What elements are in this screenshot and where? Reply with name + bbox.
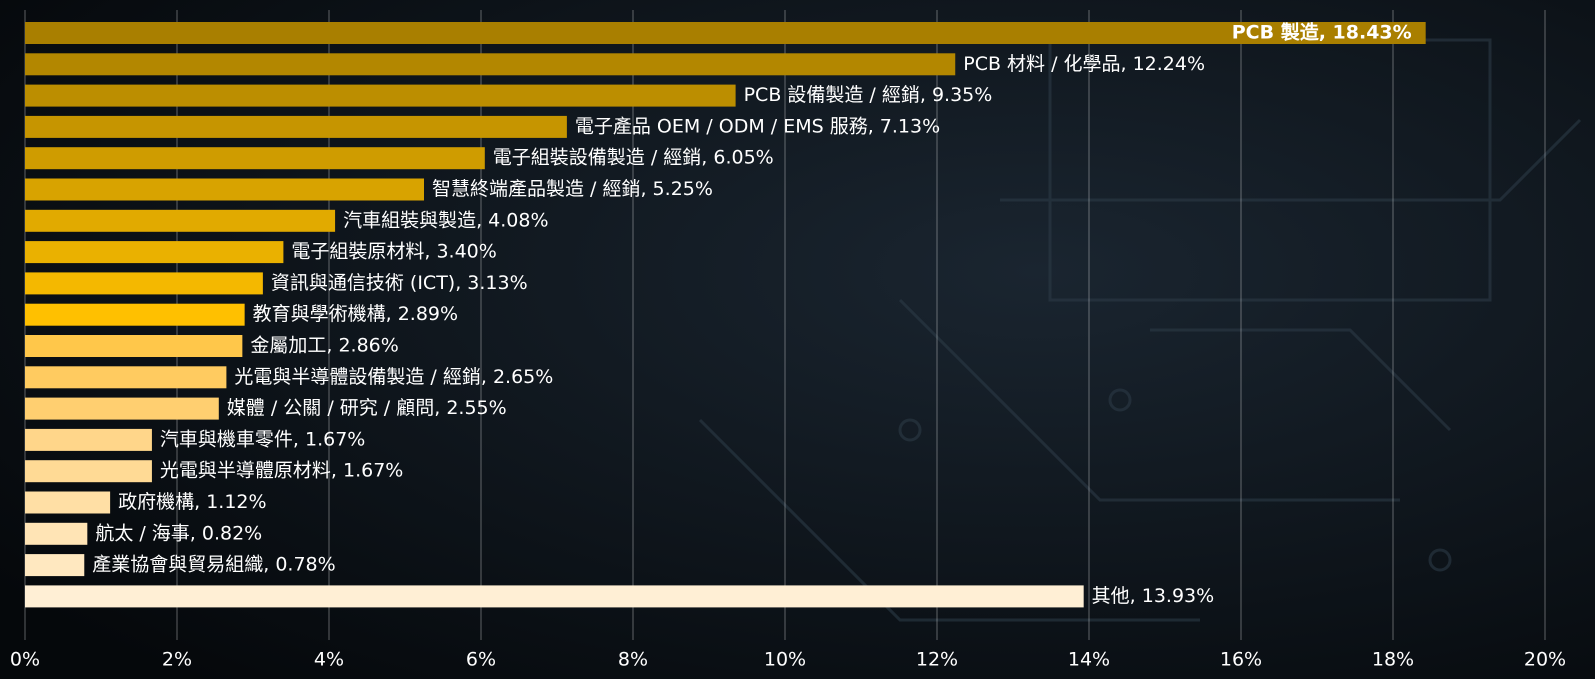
x-tick-label: 14% bbox=[1068, 649, 1110, 671]
data-label: 汽車組裝與製造, 4.08% bbox=[343, 209, 548, 231]
bar bbox=[25, 84, 736, 107]
data-label: 其他, 13.93% bbox=[1092, 585, 1215, 607]
bar bbox=[25, 241, 284, 264]
x-tick-label: 12% bbox=[916, 649, 958, 671]
bar bbox=[25, 335, 243, 357]
bar bbox=[25, 428, 152, 451]
data-label: 產業協會與貿易組織, 0.78% bbox=[92, 554, 335, 576]
data-label: PCB 製造, 18.43% bbox=[1232, 21, 1412, 44]
circuit-decoration bbox=[698, 38, 1582, 622]
data-label: 媒體 / 公關 / 研究 / 顧問, 2.55% bbox=[227, 397, 507, 419]
x-tick-label: 20% bbox=[1524, 649, 1566, 671]
bar bbox=[25, 366, 227, 389]
bar bbox=[25, 22, 1426, 44]
data-label: 教育與學術機構, 2.89% bbox=[253, 303, 458, 325]
x-tick-label: 18% bbox=[1372, 649, 1414, 671]
data-label: 金屬加工, 2.86% bbox=[250, 335, 398, 357]
x-tick-label: 0% bbox=[10, 649, 40, 671]
bar bbox=[25, 303, 245, 326]
bar bbox=[25, 491, 111, 514]
x-tick-label: 4% bbox=[314, 649, 344, 671]
x-tick-label: 6% bbox=[466, 649, 496, 671]
bars: PCB 製造, 18.43% PCB 材料 / 化學品, 12.24% PCB 設備… bbox=[25, 21, 1426, 608]
x-tick-label: 2% bbox=[162, 649, 192, 671]
bar bbox=[25, 522, 88, 545]
bar bbox=[25, 272, 263, 295]
data-label: 政府機構, 1.12% bbox=[118, 491, 266, 513]
grid: 0% 2% 4% 6% 8% 10% 12% 14% 16% 18% 20% bbox=[10, 10, 1566, 671]
x-tick-label: 8% bbox=[618, 649, 648, 671]
data-label: 資訊與通信技術 (ICT), 3.13% bbox=[271, 272, 528, 294]
data-label: 電子組裝原材料, 3.40% bbox=[291, 241, 496, 263]
bar bbox=[25, 554, 85, 577]
x-tick-label: 10% bbox=[764, 649, 806, 671]
data-label: 智慧終端產品製造 / 經銷, 5.25% bbox=[432, 178, 713, 200]
data-label: 汽車與機車零件, 1.67% bbox=[160, 428, 365, 450]
data-label: 光電與半導體設備製造 / 經銷, 2.65% bbox=[234, 366, 553, 388]
data-label: PCB 材料 / 化學品, 12.24% bbox=[963, 53, 1205, 75]
data-label: 航太 / 海事, 0.82% bbox=[95, 522, 262, 544]
x-tick-label: 16% bbox=[1220, 649, 1262, 671]
bar bbox=[25, 178, 424, 201]
data-label: PCB 設備製造 / 經銷, 9.35% bbox=[744, 84, 993, 106]
bar bbox=[25, 209, 336, 232]
data-label: 電子產品 OEM / ODM / EMS 服務, 7.13% bbox=[575, 115, 940, 137]
bar bbox=[25, 147, 485, 170]
bar bbox=[25, 115, 567, 138]
bar bbox=[25, 585, 1084, 608]
data-label: 光電與半導體原材料, 1.67% bbox=[160, 460, 403, 482]
data-label: 電子組裝設備製造 / 經銷, 6.05% bbox=[493, 147, 774, 169]
bar bbox=[25, 397, 219, 420]
bar bbox=[25, 460, 152, 483]
bar bbox=[25, 53, 956, 76]
